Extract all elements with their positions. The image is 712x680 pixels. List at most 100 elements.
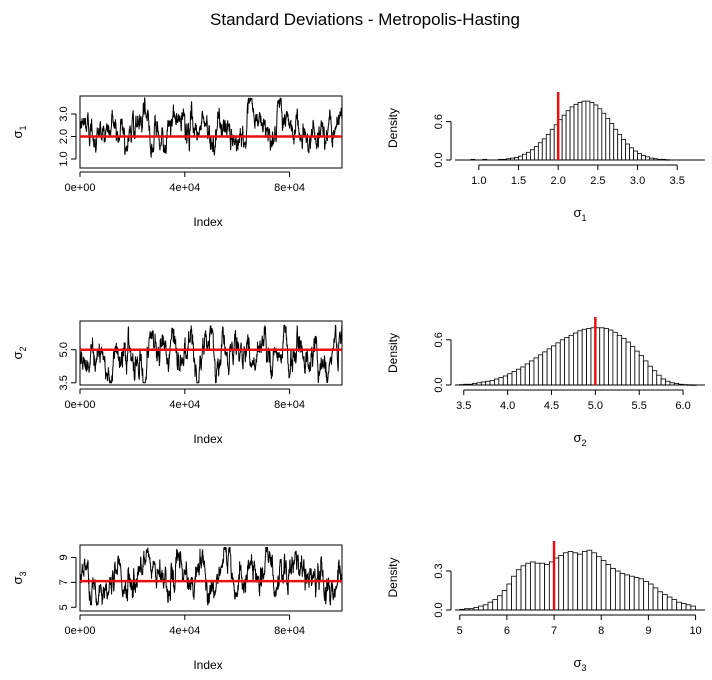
histogram-bar [501,590,508,611]
histogram-bar [492,599,498,611]
histogram-bar [599,327,605,386]
histogram-bar [541,138,547,161]
histogram-bar [660,378,666,386]
histogram-bar [546,348,552,386]
histogram-bar [647,365,653,386]
figure-title: Standard Deviations - Metropolis-Hasting [210,10,520,29]
plot-frame [79,95,343,169]
histogram-bar [533,146,539,161]
y-axis-title: Density [386,333,400,373]
y-axis-title: Density [386,557,400,597]
y-tick-label: 7 [58,579,70,585]
histogram-bar [516,368,522,386]
histogram-bar [666,596,673,611]
y-tick-label: 0.3 [433,563,445,578]
histogram-bar [648,583,654,611]
histogram-bar [551,345,557,386]
y-tick-label: 2.0 [58,129,70,144]
histogram-bar [608,329,614,386]
histogram-bar [537,354,544,386]
histogram-bar [561,114,567,161]
histogram-bar [537,142,543,161]
y-tick-label: 0.6 [433,332,445,347]
histogram-bar [511,575,517,611]
y-axis-title: σ1 [10,125,28,138]
histogram-bar [591,552,597,611]
y-tick-label: 3.5 [58,375,70,390]
histogram-bar [581,551,588,611]
histogram-bar [633,150,638,161]
y-axis-title: σ2 [10,346,28,359]
histogram-panel-1: 1.0 1.5 2.0 2.5 3.0 3.5 0.0 0.6 Density σ1 [386,92,705,223]
histogram-bar [515,569,522,611]
trace-line [79,324,343,384]
x-tick-label: 5.0 [588,400,603,412]
trace-panel-1: 0e+00 4e+04 8e+04 1.0 2.0 3.0 Index σ1 [10,95,343,229]
x-tick-label: 5 [457,625,463,637]
trace-line [79,97,343,158]
y-tick-label: 1.0 [58,151,70,166]
x-tick-label: 9 [645,625,651,637]
x-axis-title: σ2 [573,430,586,448]
x-tick-label: 4e+04 [169,182,200,194]
histogram-bar [529,360,535,386]
x-tick-label: 8e+04 [274,182,305,194]
histogram-bar [544,564,550,611]
histogram-bar [662,594,668,611]
trace-panel-2: 0e+00 4e+04 8e+04 3.5 5.0 Index σ2 [10,320,343,446]
histogram-bar [526,151,531,161]
x-axis-title: σ1 [573,205,586,223]
histogram-bar [577,330,583,386]
x-tick-label: 2.0 [551,175,566,187]
y-tick-label: 5 [58,604,70,610]
histogram-bar [530,561,536,611]
histogram-bar [573,332,579,386]
histogram-bar [643,581,649,611]
histogram-bar [656,374,662,386]
y-tick-label: 3.0 [58,106,70,121]
histogram-bar [681,603,687,611]
histogram-bar [569,106,575,161]
histogram-bar [507,373,513,386]
y-tick-label: 0.0 [433,152,445,167]
histogram-bar [613,128,619,161]
histogram-bar [573,103,579,161]
histogram-bar [621,337,627,386]
histogram-bar [638,355,645,386]
histogram-bar [572,552,579,611]
x-tick-label: 8 [598,625,604,637]
x-tick-label: 4e+04 [169,399,200,411]
histogram-bar [589,102,595,161]
x-tick-label: 0e+00 [65,625,96,637]
histogram-bar [568,334,574,386]
histogram-bar [586,328,592,386]
histogram-bar [549,128,555,161]
histogram-bar [690,605,696,611]
histogram-bar [600,560,607,611]
histogram-panel-3: 5 6 7 8 9 10 0.0 0.3 Density σ3 [386,541,705,673]
histogram-bar [601,112,607,161]
histogram-bar [518,155,523,161]
histogram-bar [563,552,569,611]
x-tick-label: 4.5 [544,400,559,412]
histogram-bar [534,562,541,611]
y-tick-label: 0.0 [433,602,445,617]
histogram-bar [610,568,616,611]
histogram-bar [511,371,517,386]
histogram-bar [652,587,659,611]
histogram-bar [665,380,671,386]
histogram-bar [577,102,583,161]
histogram-bar [596,556,602,611]
histogram-bar [637,153,642,161]
histogram-bar [494,378,500,386]
x-tick-label: 1.0 [471,175,486,187]
histogram-bar [614,570,621,611]
histogram-bar [612,331,618,386]
x-axis-title: Index [193,658,222,672]
y-tick-label: 5.0 [58,342,70,357]
x-axis-title: σ3 [573,655,586,673]
x-tick-label: 8e+04 [274,399,305,411]
x-tick-label: 6 [504,625,510,637]
histogram-bar [619,573,626,611]
histogram-bar [558,555,564,611]
